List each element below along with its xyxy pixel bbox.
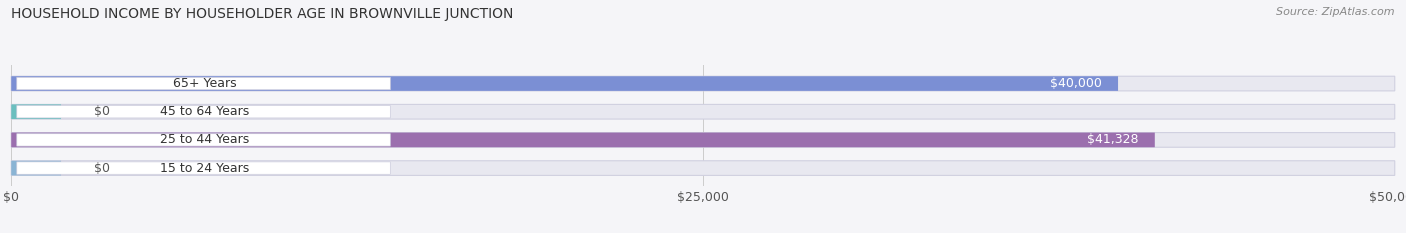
Text: 15 to 24 Years: 15 to 24 Years [160, 161, 249, 175]
FancyBboxPatch shape [11, 161, 60, 175]
Text: $0: $0 [94, 161, 110, 175]
FancyBboxPatch shape [17, 162, 391, 174]
FancyBboxPatch shape [11, 161, 1395, 175]
FancyBboxPatch shape [17, 77, 391, 90]
Text: 25 to 44 Years: 25 to 44 Years [160, 134, 249, 146]
Text: $41,328: $41,328 [1087, 134, 1139, 146]
Text: $40,000: $40,000 [1049, 77, 1101, 90]
FancyBboxPatch shape [11, 133, 1154, 147]
Text: 45 to 64 Years: 45 to 64 Years [160, 105, 249, 118]
FancyBboxPatch shape [11, 76, 1395, 91]
Text: 65+ Years: 65+ Years [173, 77, 236, 90]
FancyBboxPatch shape [11, 133, 1395, 147]
FancyBboxPatch shape [17, 134, 391, 146]
Text: $0: $0 [94, 105, 110, 118]
FancyBboxPatch shape [11, 104, 60, 119]
FancyBboxPatch shape [11, 104, 1395, 119]
FancyBboxPatch shape [11, 76, 1118, 91]
Text: Source: ZipAtlas.com: Source: ZipAtlas.com [1277, 7, 1395, 17]
FancyBboxPatch shape [17, 106, 391, 118]
Text: HOUSEHOLD INCOME BY HOUSEHOLDER AGE IN BROWNVILLE JUNCTION: HOUSEHOLD INCOME BY HOUSEHOLDER AGE IN B… [11, 7, 513, 21]
